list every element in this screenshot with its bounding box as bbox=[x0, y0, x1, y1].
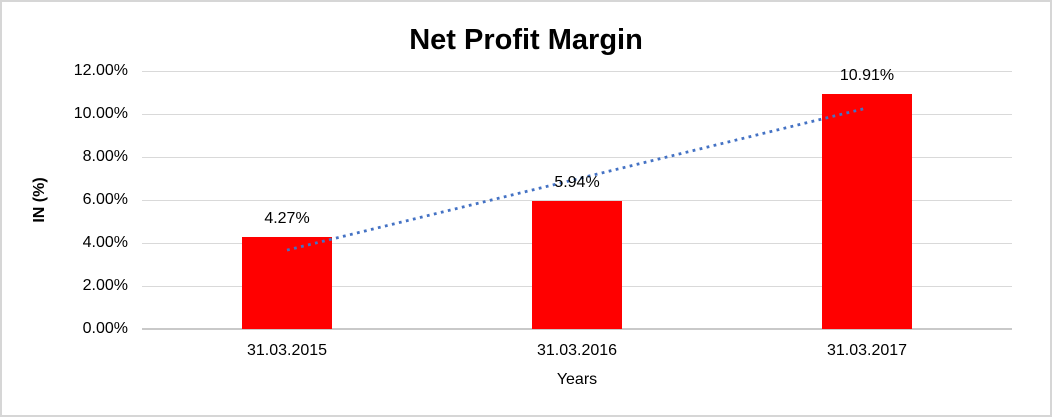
chart-title: Net Profit Margin bbox=[409, 24, 643, 56]
y-tick-label: 10.00% bbox=[73, 105, 128, 122]
y-tick-label: 4.00% bbox=[82, 234, 128, 251]
x-axis-title: Years bbox=[556, 371, 598, 388]
bar bbox=[822, 94, 912, 329]
y-tick-label: 12.00% bbox=[73, 62, 128, 79]
gridline bbox=[142, 114, 1012, 115]
y-tick-label: 2.00% bbox=[82, 277, 128, 294]
bar-data-label: 10.91% bbox=[839, 67, 895, 85]
bar bbox=[242, 237, 332, 329]
gridline bbox=[142, 157, 1012, 158]
bar-data-label: 4.27% bbox=[264, 210, 310, 228]
bar-data-label: 5.94% bbox=[554, 174, 600, 192]
x-category-label: 31.03.2015 bbox=[246, 342, 328, 359]
gridline bbox=[142, 71, 1012, 72]
x-axis-line bbox=[142, 328, 1012, 330]
x-category-label: 31.03.2017 bbox=[826, 342, 908, 359]
trendline-path bbox=[286, 106, 868, 252]
y-tick-label: 6.00% bbox=[82, 191, 128, 208]
trendline bbox=[286, 106, 868, 252]
gridline bbox=[142, 200, 1012, 201]
bar bbox=[532, 201, 622, 329]
y-tick-label: 8.00% bbox=[82, 148, 128, 165]
x-category-label: 31.03.2016 bbox=[536, 342, 618, 359]
plot-area: 4.27% 5.94% 10.91% bbox=[142, 67, 1012, 330]
y-tick-label: 0.00% bbox=[82, 320, 128, 337]
